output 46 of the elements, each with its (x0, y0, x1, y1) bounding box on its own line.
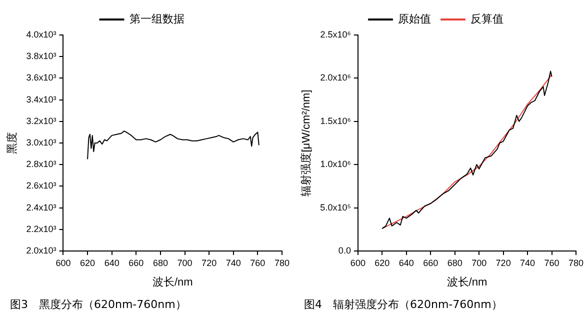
x-tick-label: 600 (350, 258, 366, 268)
y-tick-label: 2.6x10³ (26, 180, 56, 191)
x-tick-label: 780 (274, 258, 290, 268)
legend-label: 原始值 (398, 14, 431, 26)
x-tick-label: 620 (374, 258, 390, 268)
x-tick-label: 620 (80, 258, 96, 268)
y-tick-label: 2.4x10³ (26, 202, 56, 212)
x-tick-label: 640 (398, 258, 414, 268)
x-axis-title: 波长/nm (152, 275, 193, 288)
y-tick-label: 1.5x10⁶ (320, 116, 352, 126)
y-tick-label: 0.0 (338, 245, 351, 256)
y-tick-label: 2.8x10³ (26, 159, 56, 170)
legend-label: 第一组数据 (129, 14, 184, 26)
y-tick-label: 3.6x10³ (26, 72, 56, 83)
x-tick-label: 760 (250, 258, 266, 268)
y-axis-title: 辐射强度[μW/cm²/nm] (300, 90, 313, 196)
y-tick-label: 3.0x10³ (26, 137, 56, 148)
y-axis-title: 黑度 (6, 132, 19, 154)
caption: 图4 辐射强度分布（620nm-760nm） (303, 297, 504, 313)
x-tick-label: 780 (568, 258, 584, 268)
y-tick-label: 2.5x10⁶ (320, 29, 352, 40)
x-tick-label: 700 (177, 258, 192, 268)
x-tick-label: 720 (496, 258, 511, 268)
y-tick-label: 2.0x10⁶ (320, 72, 352, 83)
x-tick-label: 640 (104, 258, 120, 268)
x-tick-label: 680 (152, 258, 168, 268)
y-tick-label: 3.2x10³ (26, 116, 56, 126)
x-tick-label: 660 (423, 258, 438, 268)
y-tick-label: 3.8x10³ (26, 51, 56, 62)
x-tick-label: 600 (56, 258, 71, 268)
y-tick-label: 1.0x10⁶ (320, 159, 352, 170)
x-tick-label: 700 (472, 258, 487, 268)
y-tick-label: 2.0x10³ (26, 245, 56, 256)
caption: 图3 黑度分布（620nm-760nm） (9, 297, 188, 313)
y-tick-label: 4.0x10³ (26, 29, 56, 40)
x-tick-label: 760 (544, 258, 560, 268)
y-tick-label: 5.0x10⁵ (320, 202, 352, 212)
x-tick-label: 740 (520, 258, 536, 268)
x-tick-label: 720 (202, 258, 217, 268)
y-tick-label: 2.2x10³ (26, 224, 56, 234)
x-axis-title: 波长/nm (446, 275, 488, 288)
y-tick-label: 3.4x10³ (26, 94, 56, 104)
x-tick-label: 660 (128, 258, 144, 268)
legend-label: 反算值 (470, 12, 504, 26)
x-tick-label: 740 (226, 258, 241, 268)
x-tick-label: 680 (447, 258, 462, 268)
